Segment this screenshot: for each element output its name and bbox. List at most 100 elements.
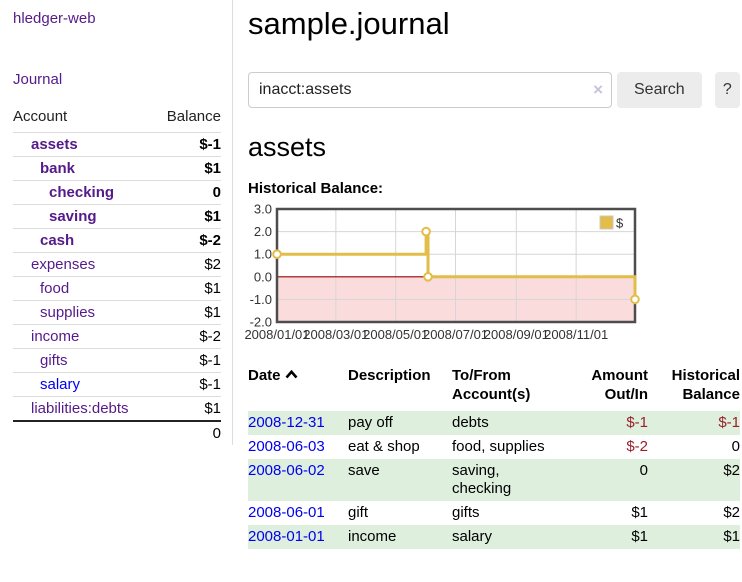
sidebar-account-link-bank[interactable]: bank — [40, 160, 76, 177]
amount-cell: $1 — [631, 528, 648, 545]
x-axis-tick-label: 2008/05/01 — [363, 327, 428, 342]
sidebar-account-balance: $1 — [204, 160, 221, 177]
spacer — [13, 420, 155, 445]
accounts-header-balance: Balance — [166, 108, 221, 125]
sort-ascending-icon — [285, 369, 297, 379]
data-point-marker — [630, 294, 640, 305]
column-header-description[interactable]: Description — [348, 367, 431, 384]
sidebar-account-balance: $-2 — [199, 328, 221, 345]
sidebar-account-balance: $1 — [204, 280, 221, 297]
clear-search-icon[interactable]: × — [593, 80, 603, 99]
accounts-table-header: Account Balance — [13, 104, 221, 133]
amount-cell: $-2 — [626, 438, 648, 455]
sidebar-account-balance: $-1 — [199, 376, 221, 393]
sidebar-account-link-supplies[interactable]: supplies — [40, 304, 96, 321]
sidebar-account-link-liabilities-debts[interactable]: liabilities:debts — [31, 400, 129, 417]
transaction-date-link[interactable]: 2008-12-31 — [248, 414, 325, 431]
main-content: sample.journal × Search ? assets Histori… — [244, 0, 740, 549]
amount-cell: 0 — [639, 462, 648, 479]
accounts-cell: food, supplies — [452, 438, 545, 455]
sidebar-account-link-income[interactable]: income — [31, 328, 80, 345]
sidebar-account-balance: 0 — [212, 184, 221, 201]
sidebar-account-link-expenses[interactable]: expenses — [31, 256, 96, 273]
sidebar-account-link-cash[interactable]: cash — [40, 232, 75, 249]
brand-link[interactable]: hledger-web — [13, 10, 96, 27]
balance-cell: $-1 — [718, 414, 740, 431]
amount-cell: $1 — [631, 504, 648, 521]
data-point-marker — [272, 249, 282, 260]
sidebar-account-balance: $-1 — [199, 352, 221, 369]
sidebar-account-balance: $1 — [204, 304, 221, 321]
sidebar-account-link-assets[interactable]: assets — [31, 136, 78, 153]
balance-cell: $2 — [723, 462, 740, 479]
table-row: 2008-06-01 gift gifts $1 $2 — [248, 501, 740, 525]
accounts-table: Account Balance assets $-1 bank $1 checking 0… — [13, 104, 221, 445]
date-cell: 2008-06-01 — [248, 501, 348, 525]
search-input-wrap: × — [248, 72, 612, 108]
description-cell: pay off — [348, 414, 393, 431]
sidebar-account-balance: $1 — [204, 400, 221, 417]
sidebar-account-row: bank $1 — [13, 156, 221, 181]
transaction-date-link[interactable]: 2008-06-02 — [248, 462, 325, 479]
search-button[interactable]: Search — [617, 72, 702, 108]
x-axis-tick-label: 2008/07/01 — [423, 327, 488, 342]
transaction-date-link[interactable]: 2008-06-01 — [248, 504, 325, 521]
data-point-marker — [423, 272, 433, 282]
data-point-marker — [421, 226, 431, 237]
description-cell: gift — [348, 504, 369, 521]
y-axis-tick-label: 3.0 — [254, 204, 272, 217]
accounts-header-account: Account — [13, 108, 68, 125]
sidebar-account-row: salary $-1 — [13, 372, 221, 397]
chart-label: Historical Balance: — [248, 180, 384, 197]
accounts-cell: gifts — [452, 504, 480, 521]
sidebar-account-rows: assets $-1 bank $1 checking 0 saving $1 cash $-2 e… — [13, 132, 221, 422]
date-cell: 2008-12-31 — [248, 411, 348, 435]
sidebar-account-row: assets $-1 — [13, 132, 221, 157]
sidebar: hledger-web Journal Account Balance asse… — [0, 0, 233, 445]
date-cell: 2008-06-03 — [248, 435, 348, 459]
sidebar-account-balance: $1 — [204, 208, 221, 225]
description-cell: eat & shop — [348, 438, 420, 455]
table-row: 2008-06-02 save saving, checking 0 $2 — [248, 459, 740, 501]
sidebar-item-journal[interactable]: Journal — [13, 71, 63, 88]
sidebar-account-link-food[interactable]: food — [40, 280, 70, 297]
y-axis-tick-label: -2.0 — [250, 315, 272, 330]
search-form: × Search ? — [248, 72, 740, 108]
y-axis-tick-label: 0.0 — [254, 269, 272, 284]
register-rows: 2008-12-31 pay off debts $-1 $-1 2008-06-03 ea… — [248, 411, 740, 549]
help-button[interactable]: ? — [714, 72, 740, 108]
legend-swatch — [599, 215, 614, 230]
y-axis-tick-label: -1.0 — [250, 292, 272, 307]
accounts-cell: salary — [452, 528, 493, 545]
column-header-balance[interactable]: Historical Balance — [671, 367, 740, 403]
sidebar-account-link-saving[interactable]: saving — [49, 208, 97, 225]
y-axis-tick-label: 2.0 — [254, 224, 272, 239]
column-header-date[interactable]: Date — [248, 364, 348, 411]
sidebar-account-row: expenses $2 — [13, 252, 221, 277]
description-cell: income — [348, 528, 397, 545]
sidebar-account-link-gifts[interactable]: gifts — [40, 352, 68, 369]
historical-balance-chart: $3.0 2.0 1.0 0.0 -1.0 -2.02008/01/012008/03/0… — [244, 204, 640, 342]
sidebar-account-link-checking[interactable]: checking — [49, 184, 115, 201]
page-title: sample.journal — [248, 6, 450, 41]
description-cell: save — [348, 462, 380, 479]
column-header-amount[interactable]: Amount Out/In — [591, 367, 648, 403]
sidebar-account-row: liabilities:debts $1 — [13, 396, 221, 422]
x-axis-tick-label: 2008/09/01 — [484, 327, 549, 342]
column-header-accounts[interactable]: To/From Account(s) — [452, 367, 531, 403]
accounts-total-balance: 0 — [154, 420, 221, 445]
legend-label: $ — [616, 216, 624, 231]
y-axis-tick-label: 1.0 — [254, 247, 272, 262]
sidebar-account-row: supplies $1 — [13, 300, 221, 325]
transaction-date-link[interactable]: 2008-01-01 — [248, 528, 325, 545]
register-header-row: Date Description To/From Account(s) Amou… — [248, 364, 740, 411]
sidebar-account-row: income $-2 — [13, 324, 221, 349]
chart-border — [275, 207, 637, 324]
x-axis-tick-label: 2008/03/01 — [303, 327, 368, 342]
search-input[interactable] — [248, 72, 612, 108]
sidebar-account-row: checking 0 — [13, 180, 221, 205]
accounts-total-row: 0 — [13, 420, 221, 445]
sidebar-account-link-salary[interactable]: salary — [40, 376, 81, 393]
transaction-date-link[interactable]: 2008-06-03 — [248, 438, 325, 455]
register-table: Date Description To/From Account(s) Amou… — [248, 364, 740, 549]
